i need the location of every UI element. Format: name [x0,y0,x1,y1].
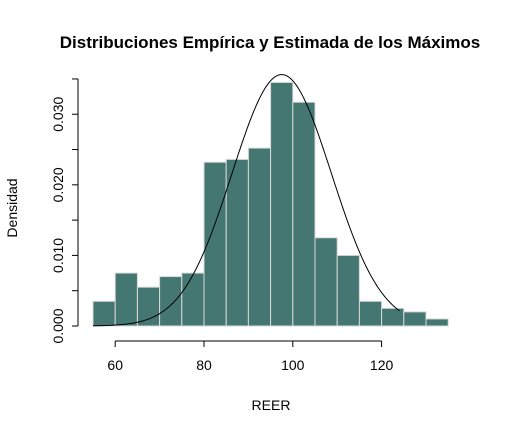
x-axis: 60 80 100 120 [107,340,394,373]
histogram-bar [381,307,405,327]
x-axis-label: REER [252,397,291,413]
chart-title: Distribuciones Empírica y Estimada de lo… [60,33,480,52]
histogram-bar [358,300,383,327]
x-tick-label: 120 [370,357,394,373]
x-tick-label: 100 [281,357,305,373]
y-tick-label: 0.020 [50,167,66,202]
bars-group [92,81,449,327]
x-tick-label: 60 [107,357,123,373]
y-tick-label: 0.000 [50,308,66,343]
histogram-bar [92,300,116,327]
histogram-bar [403,311,427,327]
histogram-bar [336,254,360,327]
y-axis-label: Densidad [4,178,20,237]
density-curve [92,74,400,327]
histogram-bar [247,147,272,327]
histogram-bar [270,81,294,327]
histogram-bar [136,286,161,327]
x-tick-label: 80 [196,357,212,373]
y-axis: 0.000 0.010 0.020 0.030 [50,78,79,344]
y-tick-label: 0.030 [50,97,66,132]
histogram-bar [225,158,249,327]
y-tick-label: 0.010 [50,238,66,273]
histogram-bar [159,276,183,327]
histogram-bar [181,272,205,327]
histogram-bar [292,101,316,327]
histogram-bar [425,318,449,327]
histogram-bar [314,237,338,327]
histogram-bar [114,272,138,327]
